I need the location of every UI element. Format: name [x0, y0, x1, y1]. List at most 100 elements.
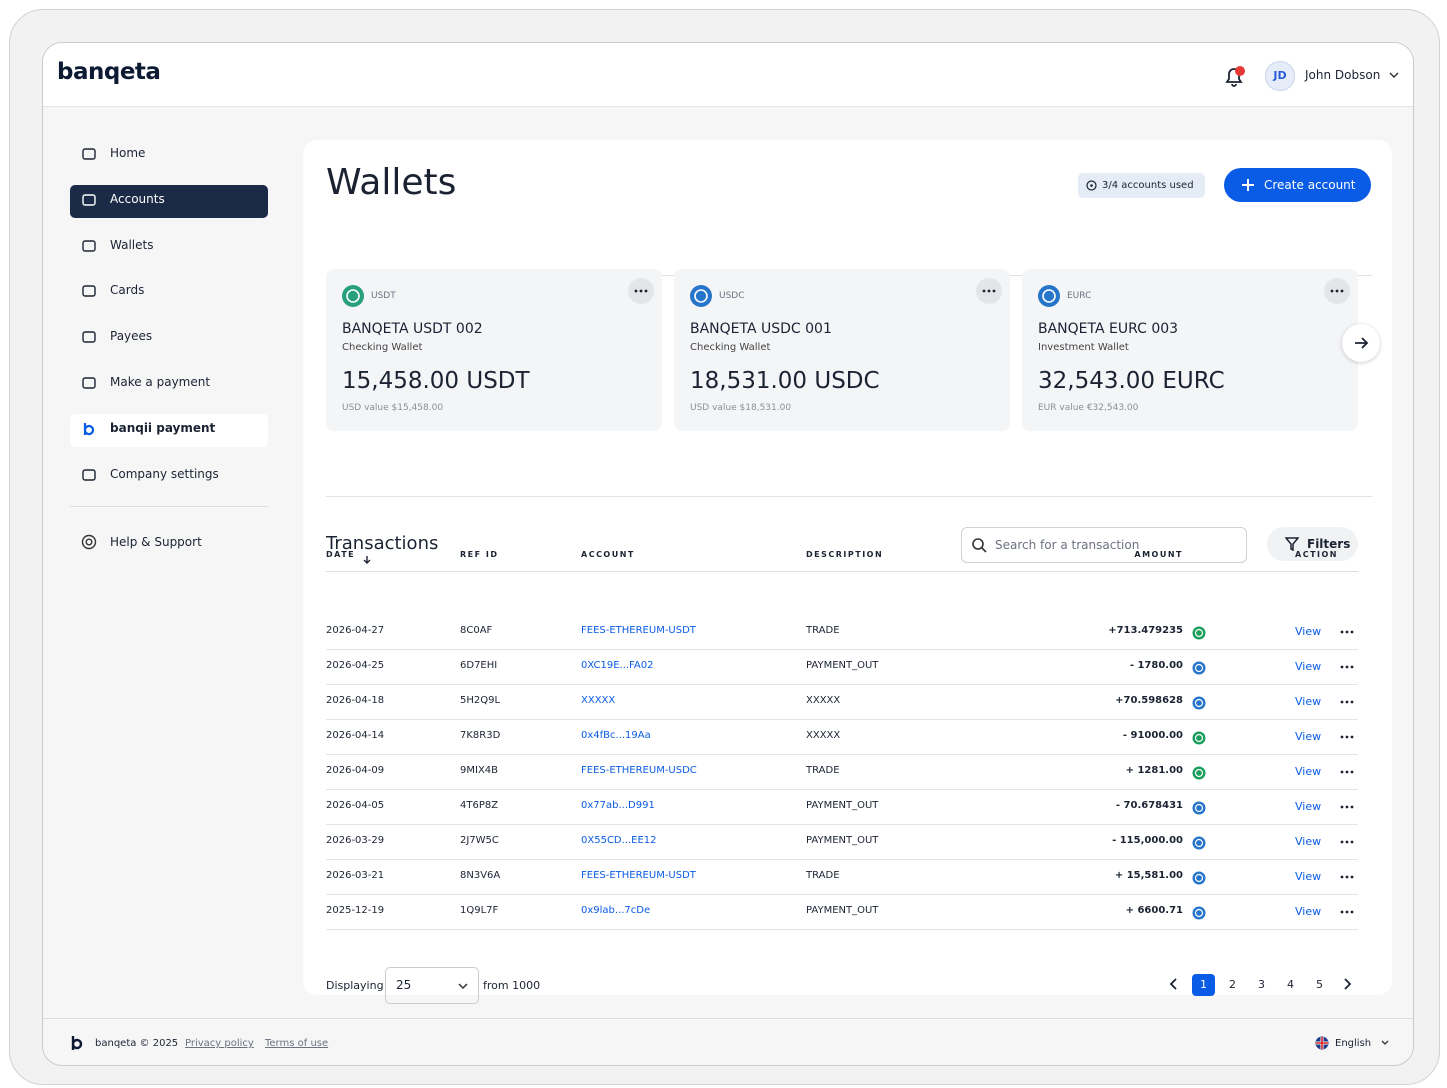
amount: + 15,581.00 — [1114, 870, 1183, 881]
row-menu — [1338, 624, 1356, 644]
nav-item[interactable]: Home — [110, 146, 146, 160]
date: 2026-04-14 — [326, 730, 385, 741]
nav-highlight-bg[interactable] — [70, 413, 268, 447]
notification-bell[interactable] — [1223, 65, 1247, 89]
row-rule — [326, 894, 1358, 895]
account-link[interactable]: FEES-ETHEREUM-USDT — [581, 625, 696, 636]
wallet-kind: Checking Wallet — [690, 342, 771, 353]
currency: EURC — [1067, 291, 1092, 301]
app: banqeta JD John Dobson Home Accounts Walle… — [42, 42, 1414, 1066]
amount: + 6600.71 — [1125, 905, 1183, 916]
nav-icon — [81, 192, 97, 212]
button-label[interactable]: Filters — [1307, 537, 1351, 551]
page-size[interactable]: 25 — [396, 978, 412, 992]
column-header: REF ID — [460, 550, 499, 559]
view-link[interactable]: View — [1295, 800, 1322, 813]
wallet-card[interactable]: USDC BANQETA USDC 001 Checking Wallet 18,53… — [674, 269, 1010, 431]
view-link[interactable]: View — [1295, 870, 1322, 883]
row-menu — [1338, 799, 1356, 819]
ref-id: 8N3V6A — [460, 870, 501, 881]
create-account-button[interactable]: Create account — [1224, 168, 1371, 202]
date: 2026-04-27 — [326, 625, 385, 636]
search-box[interactable]: Search for a transaction — [961, 527, 1247, 563]
row-rule — [326, 719, 1358, 720]
nav-item[interactable]: Make a payment — [110, 375, 211, 389]
amount: + 1281.00 — [1125, 765, 1183, 776]
usage-text: 3/4 accounts used — [1102, 180, 1194, 191]
nav-item[interactable]: Help & Support — [110, 535, 202, 549]
page-title: Wallets — [326, 162, 457, 203]
avatar[interactable]: JD — [1265, 61, 1295, 91]
page-button[interactable]: 1 — [1192, 974, 1215, 996]
account-link[interactable]: XXXXX — [581, 695, 616, 706]
page-button[interactable]: 2 — [1229, 978, 1236, 991]
account-link[interactable]: FEES-ETHEREUM-USDT — [581, 870, 696, 881]
row-menu — [1338, 694, 1356, 714]
account-link[interactable]: 0X55CD...EE12 — [581, 835, 657, 846]
card-menu — [1324, 278, 1350, 304]
coin-icon — [1192, 800, 1206, 819]
page-button[interactable]: 3 — [1258, 978, 1265, 991]
nav-active-bg[interactable] — [70, 184, 268, 218]
description: PAYMENT_OUT — [806, 905, 879, 916]
language[interactable]: English — [1335, 1038, 1372, 1049]
account-link[interactable]: 0x9lab...7cDe — [581, 905, 651, 916]
wallet-card[interactable]: EURC BANQETA EURC 003 Investment Wallet 32,… — [1022, 269, 1358, 431]
prev-page[interactable] — [1169, 978, 1179, 990]
column-header: AMOUNT — [1134, 550, 1183, 559]
account-link[interactable]: 0XC19E...FA02 — [581, 660, 654, 671]
view-link[interactable]: View — [1295, 835, 1322, 848]
row-menu — [1338, 869, 1356, 889]
column-header: DATE — [326, 550, 356, 559]
coin-icon — [1192, 905, 1206, 924]
nav-item[interactable]: Company settings — [110, 466, 219, 481]
amount: - 91000.00 — [1122, 730, 1183, 741]
wallet-value: USD value $18,531.00 — [690, 403, 792, 413]
page-size-select[interactable]: 25 — [385, 967, 479, 1004]
usage-badge: 3/4 accounts used — [1078, 173, 1205, 198]
view-link[interactable]: View — [1295, 625, 1322, 638]
row-rule — [326, 789, 1358, 790]
nav-item[interactable]: Wallets — [110, 237, 154, 252]
total: from 1000 — [483, 979, 541, 992]
view-link[interactable]: View — [1295, 905, 1322, 918]
footer-logo — [70, 1035, 84, 1057]
next-page[interactable] — [1342, 978, 1352, 990]
nav-item[interactable]: Cards — [110, 283, 145, 298]
flag — [1315, 1036, 1329, 1050]
date: 2026-03-21 — [326, 870, 385, 881]
account-link[interactable]: 0x4fBc...19Aa — [581, 730, 651, 741]
user-name[interactable]: John Dobson — [1305, 68, 1381, 82]
account-link[interactable]: FEES-ETHEREUM-USDC — [581, 765, 697, 776]
wallet-name: BANQETA USDT 002 — [342, 321, 483, 337]
row-menu — [1338, 834, 1356, 854]
coin-icon — [1192, 660, 1206, 679]
nav-item[interactable]: banqii payment — [110, 420, 216, 435]
terms-link[interactable]: Terms of use — [265, 1038, 329, 1049]
chevron — [1381, 1040, 1389, 1045]
account-link[interactable]: 0x77ab...D991 — [581, 800, 655, 811]
date: 2026-04-09 — [326, 765, 385, 776]
next-arrow[interactable] — [1342, 324, 1380, 362]
view-link[interactable]: View — [1295, 730, 1322, 743]
amount: +713.479235 — [1108, 625, 1183, 636]
view-link[interactable]: View — [1295, 660, 1322, 673]
filters-button[interactable]: Filters — [1267, 527, 1358, 561]
coin-icon — [1192, 695, 1206, 714]
column-header: ACTION — [1295, 550, 1338, 559]
page-button[interactable]: 5 — [1316, 978, 1323, 991]
page-button[interactable]: 4 — [1287, 978, 1294, 991]
logo[interactable]: banqeta — [57, 59, 161, 85]
wallet-card[interactable]: USDT BANQETA USDT 002 Checking Wallet 15,45… — [326, 269, 662, 431]
description: PAYMENT_OUT — [806, 800, 879, 811]
nav-item[interactable]: Accounts — [110, 191, 165, 206]
nav-item[interactable]: Payees — [110, 329, 153, 344]
view-link[interactable]: View — [1295, 695, 1322, 708]
view-link[interactable]: View — [1295, 765, 1322, 778]
description: XXXXX — [806, 730, 841, 741]
privacy-link[interactable]: Privacy policy — [185, 1038, 254, 1049]
ref-id: 1Q9L7F — [460, 905, 499, 916]
button-label[interactable]: Create account — [1264, 178, 1356, 192]
row-rule — [326, 824, 1358, 825]
